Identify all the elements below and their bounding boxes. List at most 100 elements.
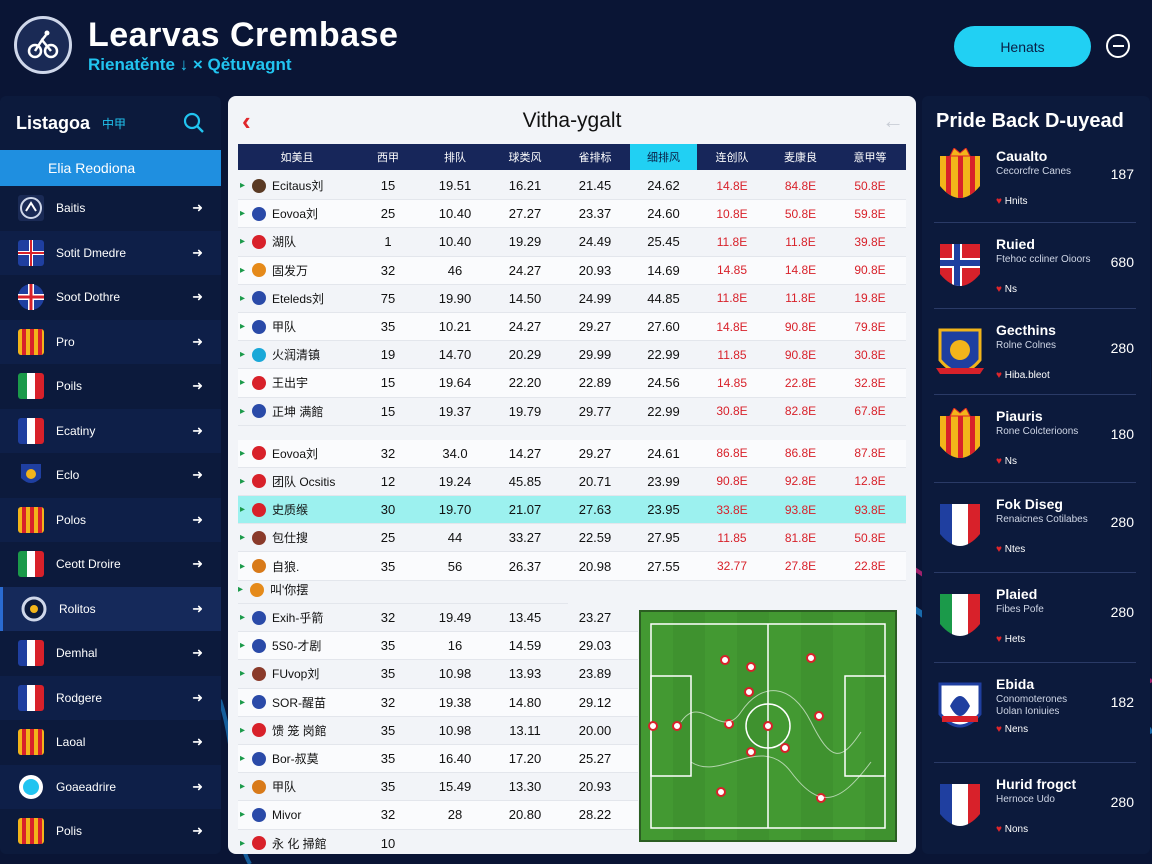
table-cell: 27.55 [647, 558, 680, 574]
sidebar-item[interactable]: Goaeadrire ➜ [0, 764, 221, 809]
sidebar-item[interactable]: Laoal ➜ [0, 720, 221, 765]
team-flag-icon [252, 638, 266, 653]
team-flag-icon [18, 684, 44, 711]
section-row[interactable]: ▸ 叫'你摆 [238, 576, 568, 604]
table-row[interactable]: ▸ 王出宇 15 19.64 22.20 22.89 24.56 14.85 22.8E 32.8… [238, 369, 906, 398]
column-header[interactable]: 如美且 [280, 152, 314, 164]
sidebar-item[interactable]: Sotit Dmedre ➜ [0, 230, 221, 275]
sidebar-item-label: Eclo [56, 468, 80, 483]
team-name: 永 化 掃館 [272, 836, 327, 851]
team-cell: ▸ Bor-叔莫 [238, 750, 356, 767]
search-icon[interactable] [183, 112, 205, 134]
forward-arrow-icon[interactable]: ← [882, 108, 904, 133]
table-row[interactable]: ▸ Bor-叔莫 35 16.40 17.20 25.27 [238, 744, 638, 774]
sidebar-item[interactable]: Baitis ➜ [0, 186, 221, 231]
table-row[interactable]: ▸ Mivor 32 28 20.80 28.22 [238, 801, 638, 830]
sidebar-active-item[interactable]: Elia Reodiona [0, 150, 221, 186]
team-flag-icon [18, 818, 44, 845]
table-cell: 33.8E [716, 502, 748, 517]
column-header[interactable]: 细排风 [630, 144, 697, 170]
table-cell: 44 [447, 530, 463, 546]
table-cell: 20.80 [508, 807, 542, 823]
ranking-item[interactable]: Piauris Rone Colcterioons Ns 180 [934, 407, 1140, 488]
sidebar: Listagoa 中甲 Elia Reodiona Baitis ➜ Sotit D… [0, 96, 221, 854]
arrow-right-icon: ➜ [192, 734, 203, 750]
table-row[interactable]: ▸ Ecitaus刘 15 19.51 16.21 21.45 24.62 14.8E 84.8… [238, 172, 906, 201]
back-chevron-icon[interactable]: ‹ [242, 106, 251, 136]
team-flag-icon [18, 774, 44, 800]
table-cell: 35 [380, 751, 396, 767]
table-cell: 15 [380, 375, 396, 391]
table-row[interactable]: ▸ 馈 笼 岗館 35 10.98 13.11 20.00 [238, 717, 638, 745]
sidebar-item[interactable]: Pro ➜ [0, 319, 221, 364]
ranking-item[interactable]: Hurid frogct Hernoce Udo Nons 280 [934, 776, 1140, 854]
table-cell: 27.8E [784, 559, 817, 574]
team-cell: ▸ 包仕搜 [238, 529, 356, 546]
sidebar-list: Baitis ➜ Sotit Dmedre ➜ Soot Dothre ➜ Pro ➜ Poil… [0, 186, 221, 854]
sidebar-item[interactable]: Poils ➜ [0, 364, 221, 409]
table-row[interactable]: ▸ 正坤 满館 15 19.37 19.79 29.77 22.99 30.8E 82.8E 67… [238, 398, 906, 426]
sidebar-item-label: Rodgere [56, 690, 103, 705]
table-row[interactable]: ▸ Eteleds刘 75 19.90 14.50 24.99 44.85 11.8E 11.8… [238, 285, 906, 313]
table-cell: 24.49 [578, 234, 612, 250]
column-header[interactable]: 排队 [444, 152, 466, 164]
team-cell: ▸ Eovoa刘 [238, 205, 356, 222]
table-cell: 22.8E [784, 375, 817, 390]
play-marker-icon: ▸ [240, 208, 246, 220]
column-header[interactable]: 连创队 [715, 152, 749, 164]
table-cell: 24.60 [647, 206, 680, 222]
team-flag-icon [252, 347, 266, 362]
sidebar-item[interactable]: Demhal ➜ [0, 631, 221, 676]
table-row[interactable]: ▸ 自狼. 35 56 26.37 20.98 27.55 32.77 27.8E 22.8E [238, 552, 906, 581]
ranking-item[interactable]: Ruied Ftehoc ccliner Oioors Ns 680 [934, 236, 1140, 316]
ranking-item[interactable]: Plaied Fibes Pofe Hets 280 [934, 586, 1140, 666]
sidebar-item[interactable]: Eclo ➜ [0, 453, 221, 498]
play-marker-icon: ▸ [240, 560, 246, 572]
table-row[interactable]: ▸ 甲队 35 15.49 13.30 20.93 [238, 773, 638, 802]
ranking-item[interactable]: Gecthins Rolne Colnes Hiba.bleot 280 [934, 322, 1140, 402]
ranking-item[interactable]: Caualto Cecorcfre Canes Hnits 187 [934, 147, 1140, 228]
table-row[interactable]: ▸ 包仕搜 25 44 33.27 22.59 27.95 11.85 81.8E 50.8E [238, 524, 906, 553]
column-header[interactable]: 意甲等 [853, 152, 887, 164]
sidebar-item[interactable]: Rolitos ➜ [0, 586, 221, 631]
ranking-item[interactable]: Ebida Conomoterones Uolan Ioniuies Nens 182 [934, 676, 1140, 756]
minus-circle-icon[interactable] [1106, 34, 1130, 58]
sidebar-item[interactable]: Rodgere ➜ [0, 675, 221, 720]
table-row[interactable]: ▸ 火润清镇 19 14.70 20.29 29.99 22.99 11.85 90.8E 30.… [238, 341, 906, 370]
sidebar-item[interactable]: Polis ➜ [0, 809, 221, 854]
table-row[interactable]: ▸ 5S0-才剧 35 16 14.59 29.03 [238, 632, 638, 661]
sidebar-item-label: Baitis [56, 201, 86, 216]
sidebar-item[interactable]: Polos ➜ [0, 497, 221, 542]
table-cell: 32 [380, 610, 396, 626]
sidebar-item[interactable]: Ecatiny ➜ [0, 408, 221, 453]
table-row[interactable]: ▸ Exih-乎箭 32 19.49 13.45 23.27 [238, 604, 638, 633]
ranking-item[interactable]: Fok Diseg Renaicnes Cotilabes Ntes 280 [934, 496, 1140, 576]
table-row[interactable]: ▸ Eovoa刘 32 34.0 14.27 29.27 24.61 86.8E 86.8E 87… [238, 439, 906, 468]
column-header[interactable]: 球类风 [508, 152, 542, 164]
table-cell: 19.90 [438, 290, 472, 306]
arrow-right-icon: ➜ [192, 600, 203, 616]
table-row[interactable]: ▸ 湖队 1 10.40 19.29 24.49 25.45 11.8E 11.8E 39.8E [238, 228, 906, 257]
table-row[interactable]: ▸ SOR-醒苗 32 19.38 14.80 29.12 [238, 688, 638, 717]
table-row[interactable]: ▸ 永 化 掃館 10 [238, 830, 638, 855]
sidebar-item[interactable]: Ceott Droire ➜ [0, 542, 221, 587]
column-header[interactable]: 西甲 [377, 152, 399, 164]
table-row[interactable]: ▸ 史质缑 30 19.70 21.07 27.63 23.95 33.8E 93.8E 93.8… [238, 496, 906, 525]
team-cell: ▸ 湖队 [238, 233, 356, 250]
team-cell: ▸ Exih-乎箭 [238, 609, 356, 626]
table-row[interactable]: ▸ 团队 Ocsitis 12 19.24 45.85 20.71 23.99 90.8E 92… [238, 468, 906, 497]
table-cell: 10.98 [438, 666, 472, 682]
table-cell: 50.8E [854, 530, 886, 545]
header-action-button[interactable]: Henats [954, 26, 1091, 67]
table-row[interactable]: ▸ 固发万 32 46 24.27 20.93 14.69 14.85 14.8E 90.8E [238, 256, 906, 285]
team-flag-icon [21, 596, 47, 622]
sidebar-item[interactable]: Soot Dothre ➜ [0, 275, 221, 320]
table-cell: 27.95 [647, 530, 680, 546]
column-header[interactable]: 雀排标 [578, 152, 612, 164]
table-row[interactable]: ▸ 甲队 35 10.21 24.27 29.27 27.60 14.8E 90.8E 79.8E [238, 312, 906, 342]
table-row[interactable]: ▸ FUvop刘 35 10.98 13.93 23.89 [238, 660, 638, 689]
team-flag-icon [252, 474, 266, 489]
column-header[interactable]: 麦康良 [784, 152, 817, 164]
table-row[interactable]: ▸ Eovoa刘 25 10.40 27.27 23.37 24.60 10.8E 50.8E 5… [238, 200, 906, 229]
team-cell: ▸ 自狼. [238, 558, 356, 575]
